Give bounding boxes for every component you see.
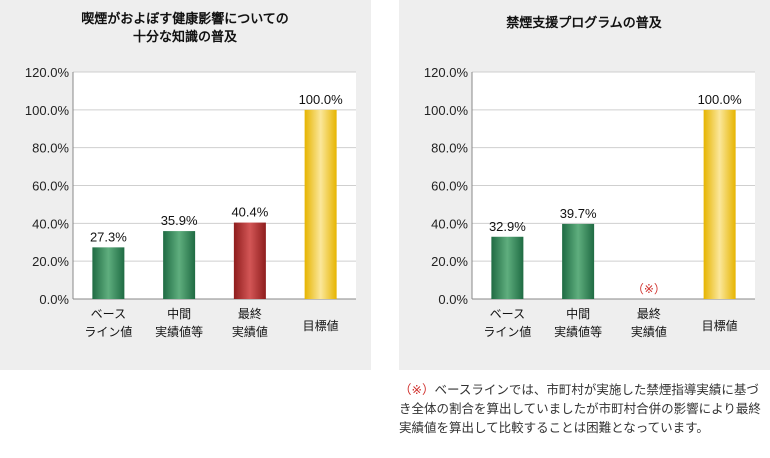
x-tick-label: ライン値 — [84, 324, 132, 339]
x-tick-label: 中間 — [167, 306, 191, 321]
y-tick-label: 100.0% — [25, 103, 70, 118]
y-tick-label: 20.0% — [32, 254, 69, 269]
bar-2 — [562, 223, 595, 299]
x-tick-label: ベース — [91, 307, 126, 321]
y-tick-label: 80.0% — [32, 141, 69, 156]
bar-1 — [92, 247, 125, 299]
bar-4 — [703, 109, 736, 299]
y-tick-label: 60.0% — [32, 179, 69, 194]
x-tick-label: ライン値 — [483, 324, 531, 339]
chart-title-line-1: 喫煙がおよぼす健康影響についての — [81, 11, 289, 27]
bar-chart-cessation-program: 禁煙支援プログラムの普及 120.0% 100.0% 80.0% 60.0% 40.0% 2… — [424, 15, 755, 339]
chart-panel-tobacco-knowledge: 喫煙がおよぼす健康影響についての 十分な知識の普及 120.0% 100.0% 80.0… — [0, 0, 371, 370]
bar-1 — [491, 236, 524, 299]
y-tick-label: 0.0% — [438, 292, 468, 307]
x-tick-label: 目標値 — [702, 318, 738, 333]
data-label-1: 27.3% — [90, 229, 127, 244]
bar-3 — [233, 222, 266, 299]
data-label-note-mark: （※） — [632, 282, 666, 296]
x-tick-label: ベース — [490, 307, 525, 321]
x-tick-label: 中間 — [566, 306, 590, 321]
data-label-2: 35.9% — [161, 213, 198, 228]
y-tick-label: 0.0% — [39, 292, 69, 307]
footnote-text: ベースラインでは、市町村が実施した禁煙指導実績に基づき全体の割合を算出していまし… — [399, 382, 761, 435]
y-tick-label: 40.0% — [32, 216, 69, 231]
data-label-2: 39.7% — [560, 206, 597, 221]
y-tick-label: 40.0% — [431, 216, 468, 231]
data-label-3: 40.4% — [231, 205, 268, 220]
y-tick-label: 100.0% — [424, 103, 469, 118]
y-tick-label: 20.0% — [431, 254, 468, 269]
footnote-mark: （※） — [399, 382, 435, 397]
bar-4 — [304, 109, 337, 299]
footnote: （※）ベースラインでは、市町村が実施した禁煙指導実績に基づき全体の割合を算出して… — [399, 380, 767, 437]
x-tick-label: 実績値 — [631, 324, 667, 339]
y-tick-label: 60.0% — [431, 179, 468, 194]
x-tick-label: 目標値 — [303, 318, 339, 333]
x-tick-label: 実績値等 — [554, 324, 602, 339]
chart-panel-cessation-program: 禁煙支援プログラムの普及 120.0% 100.0% 80.0% 60.0% 40.0% 2… — [399, 0, 770, 370]
bar-2 — [163, 231, 196, 299]
y-tick-label: 80.0% — [431, 141, 468, 156]
chart-title-line-2: 十分な知識の普及 — [133, 29, 238, 45]
data-label-1: 32.9% — [489, 219, 526, 234]
x-tick-label: 最終 — [238, 306, 262, 321]
data-label-4: 100.0% — [698, 92, 743, 107]
y-tick-label: 120.0% — [424, 65, 469, 80]
x-tick-label: 最終 — [637, 306, 661, 321]
data-label-4: 100.0% — [299, 92, 344, 107]
y-tick-label: 120.0% — [25, 65, 70, 80]
x-tick-label: 実績値 — [232, 324, 268, 339]
x-tick-label: 実績値等 — [155, 324, 203, 339]
chart-title-line-1: 禁煙支援プログラムの普及 — [506, 15, 663, 31]
